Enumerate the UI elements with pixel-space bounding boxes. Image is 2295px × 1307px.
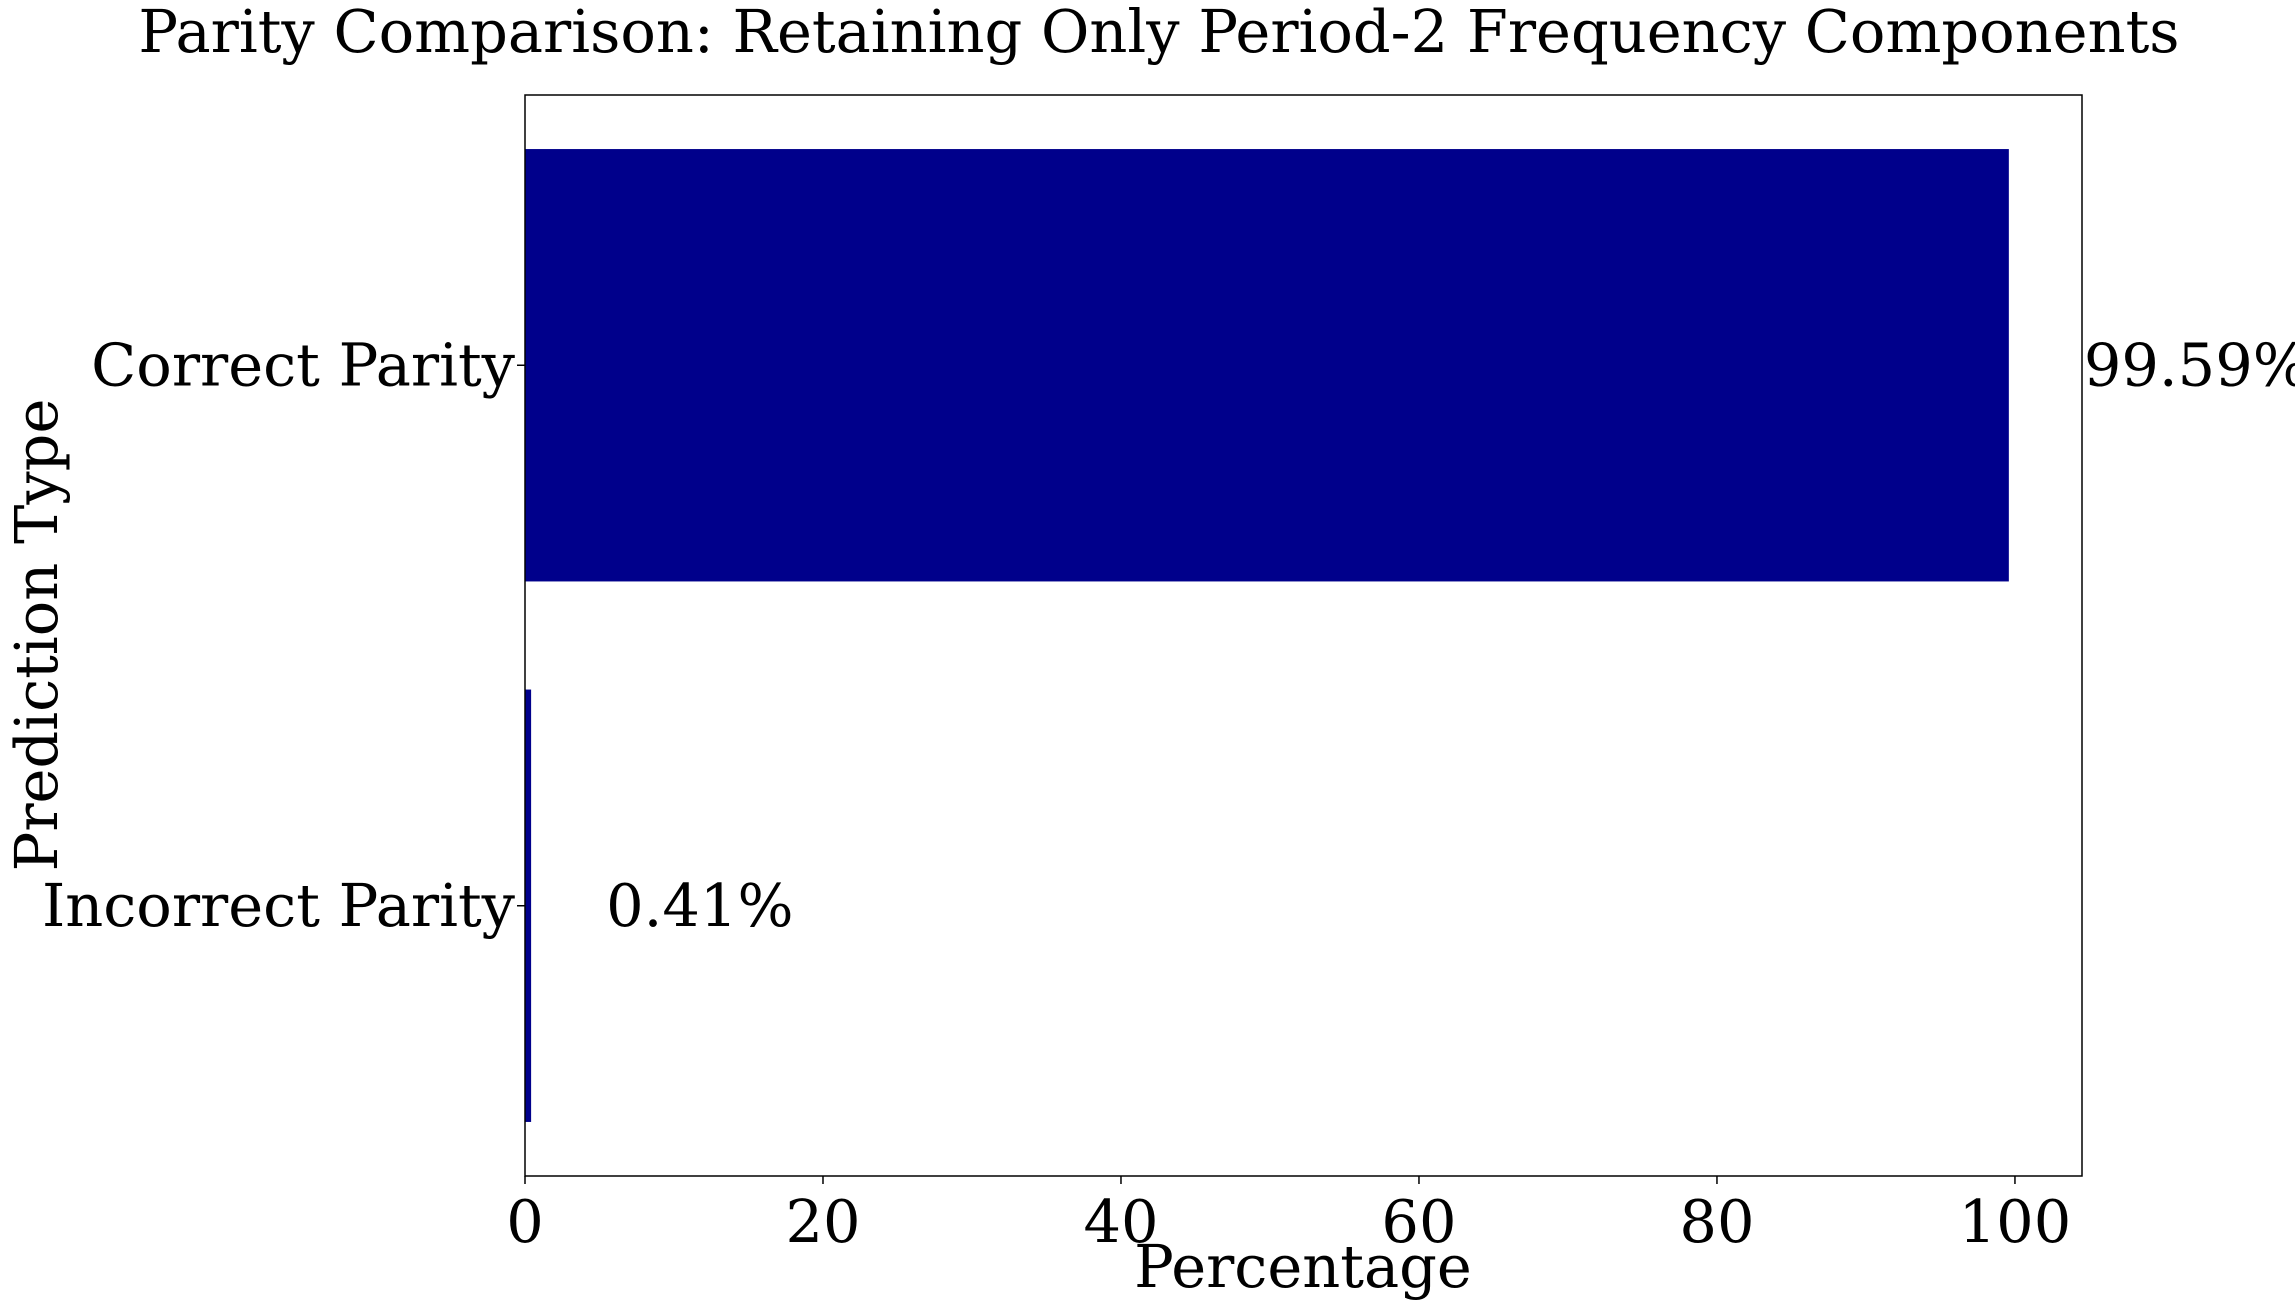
x-tick-label: 80: [1679, 1187, 1754, 1256]
data-label: 0.41%: [606, 871, 793, 940]
x-tick-label: 60: [1381, 1187, 1456, 1256]
x-axis-ticks: 0 20 40 60 80 100: [506, 1176, 2071, 1256]
x-axis-label: Percentage: [1134, 1232, 1472, 1301]
data-labels-group: 99.59% 0.41%: [606, 330, 2295, 940]
bar-0: [525, 149, 2009, 582]
bar-1: [525, 689, 532, 1122]
y-tick-label: Incorrect Parity: [42, 871, 516, 940]
data-label: 99.59%: [2084, 330, 2295, 399]
bars-group: [525, 149, 2009, 1122]
plot-frame: [524, 94, 2083, 1177]
y-axis-label: Prediction Type: [2, 399, 71, 872]
x-tick-label: 20: [785, 1187, 860, 1256]
x-tick-label: 0: [506, 1187, 544, 1256]
y-tick-label: Correct Parity: [91, 330, 516, 399]
x-tick-label: 100: [1959, 1187, 2072, 1256]
chart-title: Parity Comparison: Retaining Only Period…: [138, 0, 2179, 66]
y-axis-ticks: Correct Parity Incorrect Parity: [42, 330, 525, 940]
x-tick-label: 40: [1083, 1187, 1158, 1256]
